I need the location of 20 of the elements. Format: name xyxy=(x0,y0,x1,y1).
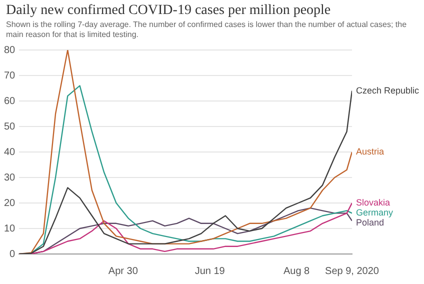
series-label: Slovakia xyxy=(356,197,390,208)
y-tick-label: 60 xyxy=(4,96,16,107)
y-tick-label: 30 xyxy=(4,172,16,184)
series-label: Czech Republic xyxy=(356,85,420,96)
y-tick-label: 10 xyxy=(4,223,16,234)
y-tick-label: 70 xyxy=(4,70,16,82)
x-tick-label: Sep 9, 2020 xyxy=(325,266,380,277)
y-tick-label: 0 xyxy=(10,248,16,260)
series-label: Austria xyxy=(356,146,384,156)
series-label: Germany xyxy=(356,208,394,218)
y-tick-label: 20 xyxy=(4,198,16,209)
x-tick-label: Jun 19 xyxy=(194,266,226,277)
x-tick-label: Aug 8 xyxy=(283,266,310,277)
chart-title: Daily new confirmed COVID-19 cases per million people xyxy=(6,3,332,19)
y-tick-label: 40 xyxy=(4,146,16,158)
chart-subtitle: Shown is the rolling 7-day average. The number of confirmed cases is lower than the number of actual cases; the main reason for that is limited testing. xyxy=(6,20,408,40)
y-tick-label: 50 xyxy=(4,121,16,132)
series-label: Poland xyxy=(356,218,384,228)
y-tick-label: 80 xyxy=(4,44,16,56)
x-tick-label: Apr 30 xyxy=(108,266,138,277)
